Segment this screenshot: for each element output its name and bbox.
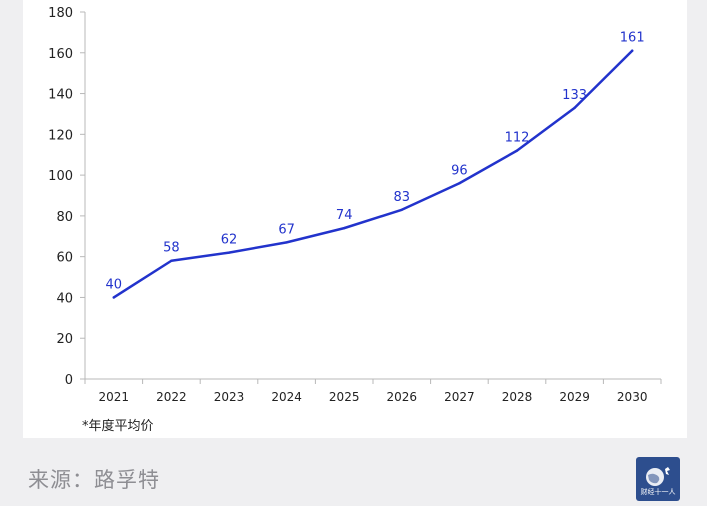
- y-tick-label: 80: [56, 210, 73, 225]
- x-tick-label: 2030: [617, 390, 648, 404]
- publisher-logo: 财经十一人: [636, 457, 680, 501]
- data-label: 83: [394, 190, 411, 205]
- x-tick-label: 2023: [214, 390, 245, 404]
- globe-runner-icon: [646, 467, 670, 486]
- series-line: [112, 49, 634, 299]
- x-tick-label: 2024: [271, 390, 302, 404]
- chart-card: 0 20 40 60 80 100 120 140 160 180 2021 2022 2023 2024…: [23, 0, 687, 438]
- y-tick-label: 180: [48, 6, 73, 21]
- y-tick-label: 100: [48, 169, 73, 184]
- data-label: 112: [505, 131, 530, 146]
- data-point: [343, 226, 346, 230]
- source-caption: 来源：路孚特: [28, 468, 160, 492]
- data-label: 58: [163, 241, 180, 256]
- logo-text: 财经十一人: [640, 488, 676, 496]
- y-tick-label: 40: [56, 291, 73, 306]
- data-point: [112, 296, 116, 299]
- data-point: [227, 251, 231, 254]
- y-tick-label: 140: [48, 88, 73, 103]
- y-tick-label: 20: [56, 332, 73, 347]
- data-point: [631, 49, 634, 52]
- data-point: [458, 182, 461, 185]
- data-point: [170, 259, 173, 262]
- y-tick-label: 160: [48, 47, 73, 62]
- chart-footnote: *年度平均价: [82, 419, 154, 434]
- y-tick-label: 0: [65, 373, 73, 388]
- data-point: [285, 241, 288, 244]
- y-tick-label: 120: [48, 128, 73, 143]
- data-label: 62: [221, 233, 238, 248]
- data-label: 96: [451, 163, 468, 178]
- data-label: 67: [278, 222, 295, 237]
- y-tick-label: 60: [56, 251, 73, 266]
- data-label: 133: [562, 88, 587, 103]
- x-tick-label: 2028: [502, 390, 533, 404]
- x-tick-label: 2022: [156, 390, 187, 404]
- x-tick-label: 2021: [99, 390, 130, 404]
- x-tick-label: 2027: [444, 390, 475, 404]
- data-label: 161: [620, 31, 645, 46]
- data-point: [573, 106, 576, 110]
- x-tick-label: 2026: [387, 390, 418, 404]
- data-label: 74: [336, 208, 353, 223]
- x-tick-label: 2025: [329, 390, 360, 404]
- line-chart: 0 20 40 60 80 100 120 140 160 180 2021 2022 2023 2024…: [48, 6, 662, 404]
- data-point: [400, 208, 403, 211]
- data-point: [515, 149, 519, 152]
- x-tick-label: 2029: [559, 390, 590, 404]
- data-label: 40: [106, 277, 123, 292]
